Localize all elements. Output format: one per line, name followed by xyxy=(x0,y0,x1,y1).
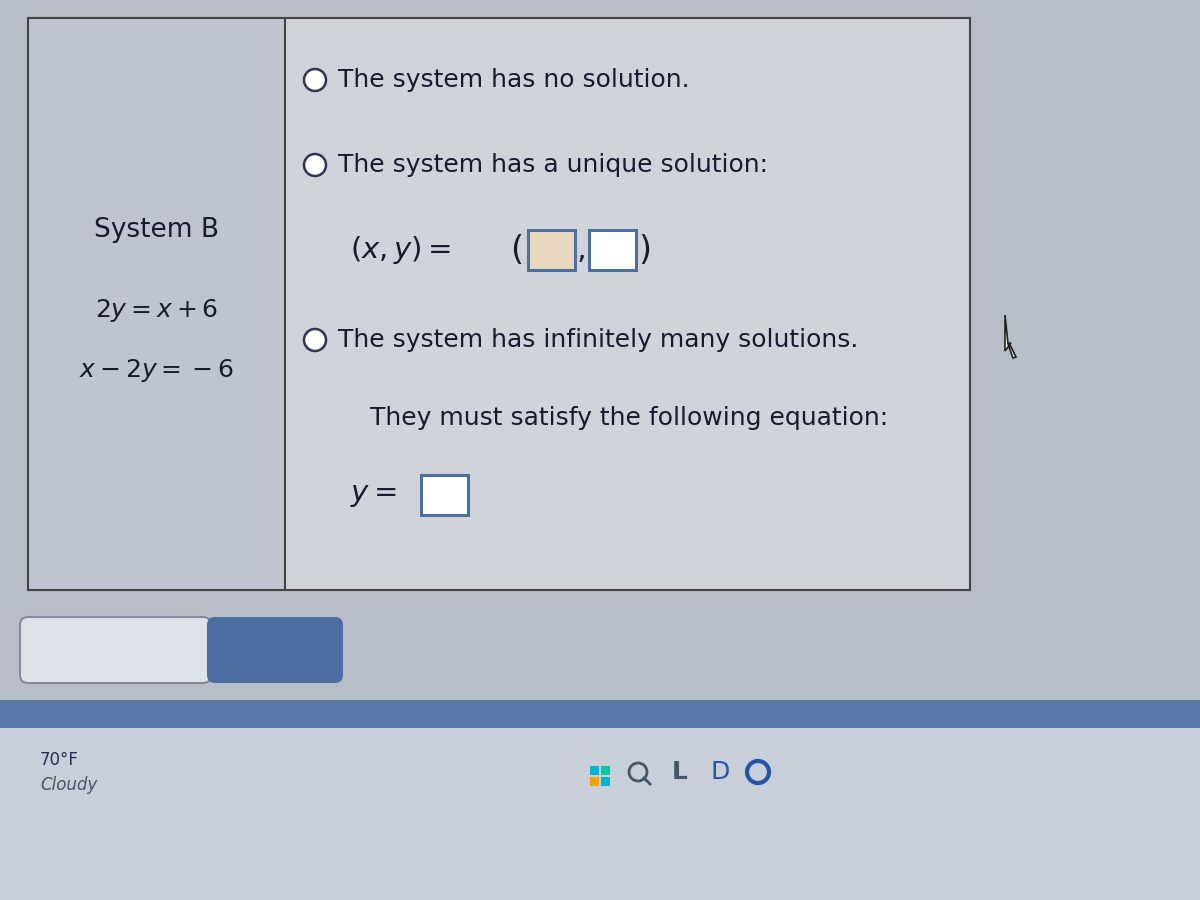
FancyBboxPatch shape xyxy=(0,700,1200,728)
Text: System B: System B xyxy=(94,217,220,243)
Text: Check: Check xyxy=(238,640,313,660)
Text: Cloudy: Cloudy xyxy=(40,776,97,794)
Text: (: ( xyxy=(510,233,523,266)
FancyBboxPatch shape xyxy=(601,777,610,786)
Text: 70°F: 70°F xyxy=(40,751,79,769)
FancyBboxPatch shape xyxy=(28,18,970,590)
Text: $x-2y=-6$: $x-2y=-6$ xyxy=(79,356,234,383)
Text: D: D xyxy=(710,760,730,784)
Text: They must satisfy the following equation:: They must satisfy the following equation… xyxy=(370,406,888,430)
Text: $y =$: $y =$ xyxy=(350,481,397,509)
FancyBboxPatch shape xyxy=(0,590,1200,700)
Text: The system has infinitely many solutions.: The system has infinitely many solutions… xyxy=(338,328,858,352)
FancyBboxPatch shape xyxy=(0,728,1200,900)
Circle shape xyxy=(304,154,326,176)
FancyBboxPatch shape xyxy=(590,766,599,775)
Circle shape xyxy=(304,329,326,351)
FancyBboxPatch shape xyxy=(28,18,286,590)
FancyBboxPatch shape xyxy=(590,777,599,786)
Circle shape xyxy=(304,69,326,91)
FancyBboxPatch shape xyxy=(20,617,211,683)
Polygon shape xyxy=(1006,315,1016,358)
Text: ,: , xyxy=(577,236,587,265)
FancyBboxPatch shape xyxy=(421,475,468,515)
Text: Explanation: Explanation xyxy=(49,640,181,660)
FancyBboxPatch shape xyxy=(208,617,343,683)
FancyBboxPatch shape xyxy=(0,728,1200,900)
Text: $(x, y) =$: $(x, y) =$ xyxy=(350,234,451,266)
FancyBboxPatch shape xyxy=(589,230,636,270)
Text: L: L xyxy=(672,760,688,784)
Text: The system has no solution.: The system has no solution. xyxy=(338,68,690,92)
Text: The system has a unique solution:: The system has a unique solution: xyxy=(338,153,768,177)
Text: ): ) xyxy=(638,233,650,266)
FancyBboxPatch shape xyxy=(528,230,575,270)
FancyBboxPatch shape xyxy=(601,766,610,775)
Text: $2y = x+6$: $2y = x+6$ xyxy=(95,296,218,323)
